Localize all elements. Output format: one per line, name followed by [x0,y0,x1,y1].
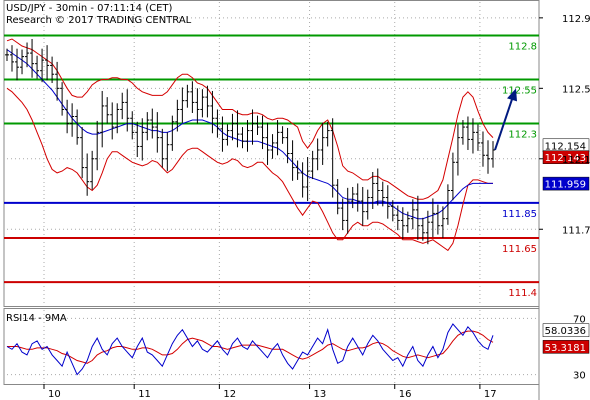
y-tick-label: 112.9 [562,14,590,25]
level-label: 111.65 [502,244,537,255]
rsi-panel-title: RSI14 - 9MA [6,313,67,324]
x-tick-label: 16 [399,389,412,400]
chart-title: USD/JPY - 30min - 07:11:14 (CET) [6,3,173,14]
rsi-panel-frame [3,308,540,385]
level-label: 112.8 [508,41,537,52]
rsi-tag-bg [542,323,590,337]
rsi-ma9-line [7,330,494,364]
bollinger-lower [6,87,493,252]
rsi-line [6,323,494,376]
x-tick-label: 13 [314,389,327,400]
x-tick-label: 12 [223,389,236,400]
level-label: 112.55 [502,86,537,97]
forecast-arrow [494,88,517,151]
bollinger-bands [6,38,494,252]
y-tick-label: 111.7 [562,225,590,236]
level-label: 111.85 [502,209,537,220]
axis-labels: 10 11 12 13 16 17 111.7 112.1 112.5 112.9 30 70 [43,14,590,400]
rsi-lines [6,323,494,376]
price-tag-label: 112.143 [545,153,586,164]
rsi-tag-label: 58.0336 [545,326,586,337]
moving-average [6,49,493,220]
level-label: 112.3 [508,130,537,141]
rsi-tick-label: 70 [573,314,586,325]
rsi-tag-bg [542,340,590,354]
rsi-tag-label: 53.3181 [545,343,586,354]
level-lines: 112.8 112.55 112.3 111.85 111.65 111.4 [4,34,539,299]
bollinger-upper [6,38,494,200]
x-tick-label: 11 [138,389,151,400]
price-bars [5,38,495,245]
price-panel-frame [3,0,540,307]
y-tick-label: 112.5 [562,84,590,95]
forecast-arrow-shaft [494,93,515,151]
price-tag-bg [542,176,590,191]
level-label: 111.4 [508,288,537,299]
forecast-arrow-head [507,88,517,102]
price-tag-label: 111.959 [545,180,586,191]
price-tag-bg [542,150,590,164]
chart-copyright: Research © 2017 TRADING CENTRAL [6,15,192,26]
price-tag-label: 112.154 [545,141,586,152]
rsi-tick-label: 30 [573,371,586,382]
y-tick-label: 112.1 [562,155,590,166]
x-tick-label: 17 [484,389,497,400]
x-tick-label: 10 [48,389,61,400]
